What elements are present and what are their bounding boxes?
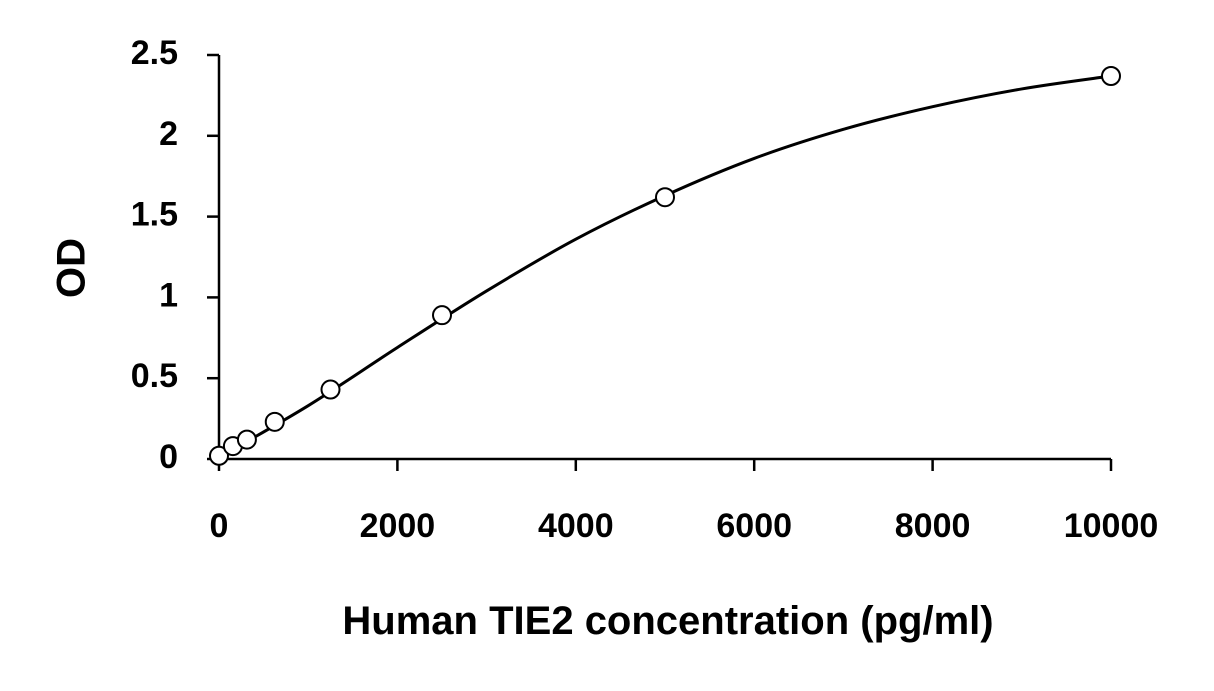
data-point [432,305,452,326]
y-tick-label: 2 [159,115,178,153]
plot-area [209,66,1121,466]
x-tick-label: 0 [210,507,229,545]
y-ticks: 0 0.5 1 1.5 2 2.5 [131,34,219,476]
y-tick-label: 1.5 [131,196,178,234]
data-point [655,187,675,208]
data-point [1101,66,1121,87]
y-tick-label: 2.5 [131,34,178,72]
x-tick-label: 6000 [716,507,792,545]
data-point [209,445,229,466]
x-ticks: 0 2000 4000 6000 8000 10000 [210,459,1159,545]
y-tick-label: 0.5 [131,357,178,395]
y-axis-title: OD [50,238,94,298]
fit-curve [218,74,1112,459]
y-tick-label: 0 [159,438,178,476]
x-tick-label: 8000 [895,507,971,545]
y-tick-label: 1 [159,276,178,314]
data-point [320,379,341,400]
data-point [236,429,257,450]
data-point [264,411,285,432]
x-tick-label: 4000 [538,507,614,545]
x-tick-label: 10000 [1064,507,1159,545]
x-axis-title: Human TIE2 concentration (pg/ml) [342,599,993,643]
x-tick-label: 2000 [360,507,436,545]
